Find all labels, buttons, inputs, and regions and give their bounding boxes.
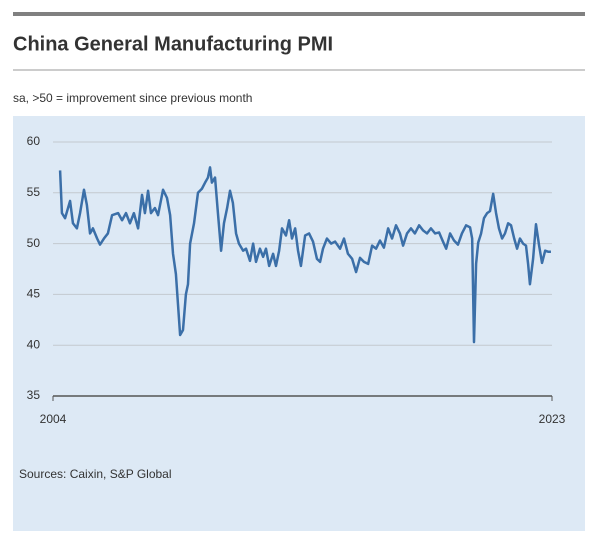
y-tick-label: 60 [27,134,41,148]
x-tick-label: 2004 [40,412,67,426]
top-bar [13,12,585,16]
y-tick-label: 35 [27,388,41,402]
plot-panel [13,116,585,531]
subtitle: sa, >50 = improvement since previous mon… [13,91,252,105]
chart-title: China General Manufacturing PMI [13,33,333,55]
data-line [58,166,551,344]
x-tick-label: 2023 [539,412,566,426]
y-tick-label: 40 [27,337,41,351]
y-tick-label: 55 [27,185,41,199]
y-tick-label: 45 [27,287,41,301]
y-tick-label: 50 [27,236,41,250]
source: Sources: Caixin, S&P Global [19,467,172,481]
